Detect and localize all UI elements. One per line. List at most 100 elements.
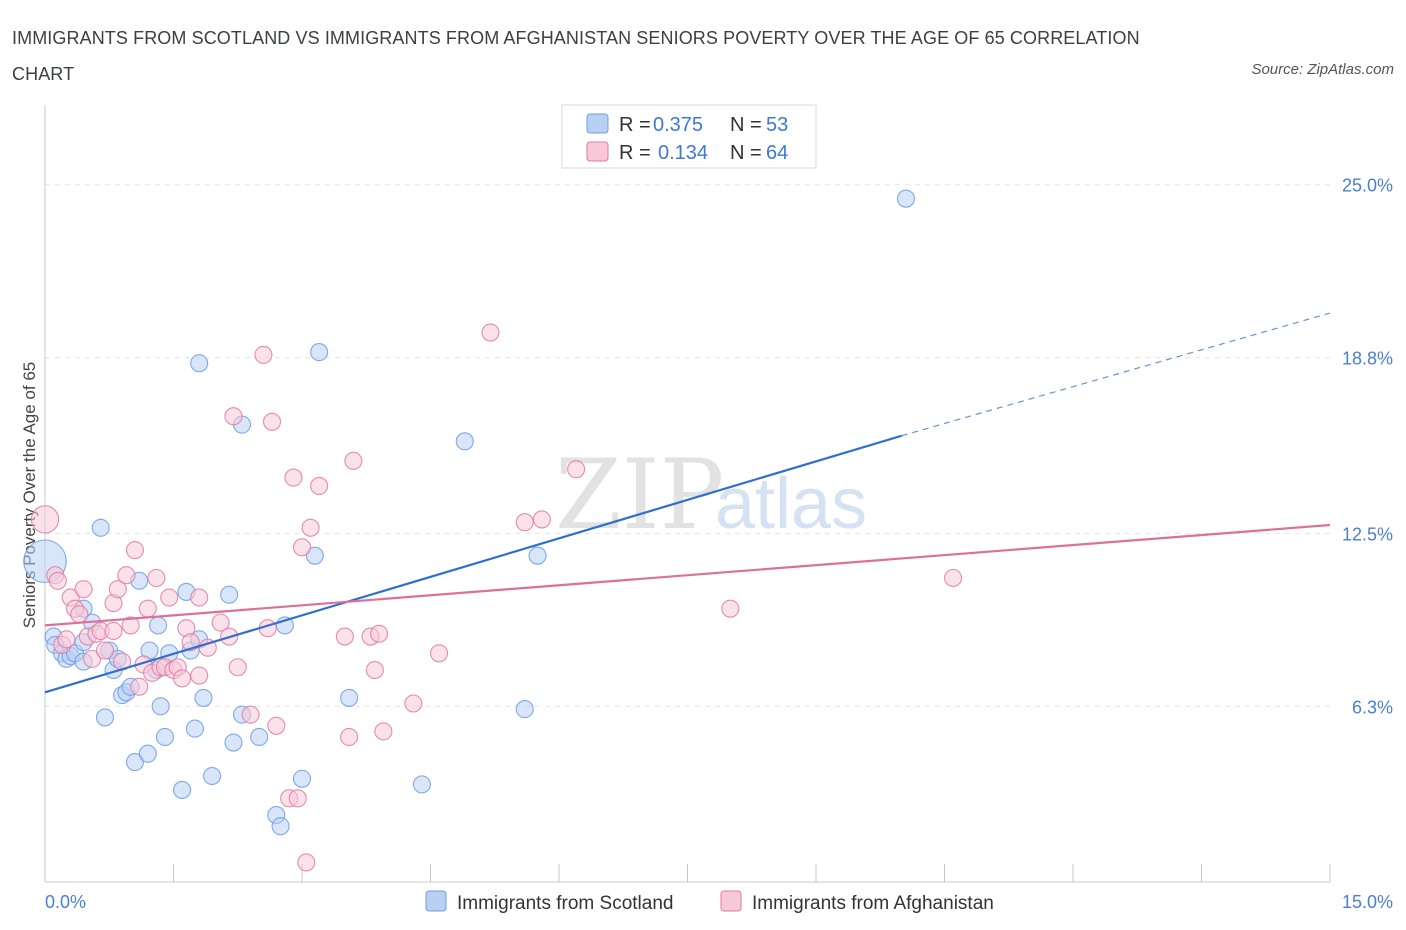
data-point	[241, 705, 260, 724]
data-point	[121, 616, 140, 635]
bottom-legend-swatch-afghanistan	[720, 890, 742, 912]
data-point	[138, 744, 157, 763]
data-point	[173, 780, 192, 800]
y-tick-label: 25.0%	[1342, 176, 1393, 196]
data-point	[125, 753, 144, 772]
watermark-atlas: atlas	[715, 464, 867, 544]
data-point	[310, 476, 329, 495]
data-point	[896, 189, 916, 208]
data-point	[48, 571, 67, 590]
data-point	[117, 566, 136, 585]
data-point	[185, 719, 204, 738]
legend-r-value-afghanistan: 0.134	[658, 142, 708, 164]
x-axis-tick-labels: 0.0% 15.0%	[45, 892, 1393, 912]
legend-r-label-2: R =	[619, 142, 651, 164]
bottom-legend-label-scotland: Immigrants from Scotland	[457, 893, 673, 914]
data-point	[190, 588, 209, 607]
scatter-points	[23, 189, 963, 872]
y-axis-label: Seniors Poverty Over the Age of 65	[20, 362, 39, 628]
y-tick-label: 12.5%	[1342, 524, 1393, 544]
data-point	[198, 638, 217, 657]
data-point	[365, 660, 384, 680]
data-point	[370, 624, 389, 643]
bottom-legend-label-afghanistan: Immigrants from Afghanistan	[752, 893, 994, 914]
chart-title: IMMIGRANTS FROM SCOTLAND VS IMMIGRANTS F…	[12, 28, 1140, 84]
data-point	[344, 451, 363, 470]
watermark: ZIP atlas	[555, 439, 867, 551]
legend-n-label-1: N =	[730, 114, 762, 136]
data-point	[404, 694, 423, 713]
data-point	[254, 345, 273, 364]
data-point	[83, 649, 102, 668]
data-point	[130, 677, 149, 696]
data-point	[515, 700, 534, 719]
watermark-zip: ZIP	[555, 439, 724, 551]
data-point	[271, 817, 290, 836]
data-point	[138, 599, 157, 618]
data-point	[104, 621, 123, 641]
data-point	[284, 468, 303, 487]
data-point	[250, 727, 269, 747]
data-point	[412, 775, 431, 794]
data-point	[155, 727, 174, 747]
data-point	[211, 613, 230, 632]
data-point	[70, 605, 89, 624]
data-point	[160, 588, 179, 607]
data-point	[297, 853, 316, 872]
data-point	[190, 666, 209, 685]
trend-lines	[44, 312, 1331, 694]
data-point	[481, 323, 500, 342]
data-point	[194, 688, 213, 707]
axes	[44, 105, 1331, 883]
data-point	[267, 716, 286, 735]
data-point	[224, 733, 243, 752]
y-tick-label: 6.3%	[1352, 697, 1393, 717]
stats-legend: R = 0.375 N = 53 R = 0.134 N = 64	[561, 104, 817, 169]
data-point	[944, 568, 963, 588]
data-point	[532, 510, 551, 529]
legend-r-label-1: R =	[619, 114, 651, 136]
data-point	[30, 505, 60, 534]
data-point	[310, 343, 329, 362]
data-point	[173, 669, 192, 688]
data-point	[430, 644, 449, 663]
data-point	[301, 518, 320, 537]
data-point	[228, 658, 247, 677]
legend-n-value-afghanistan: 64	[766, 142, 788, 164]
series-legend: Immigrants from Scotland Immigrants from…	[425, 890, 994, 914]
data-point	[149, 616, 168, 635]
data-point	[567, 460, 586, 479]
data-point	[528, 546, 547, 565]
legend-n-label-2: N =	[730, 142, 762, 164]
data-point	[190, 354, 209, 373]
trend-line-extension-scotland	[901, 312, 1331, 437]
bottom-legend-swatch-scotland	[425, 890, 447, 912]
data-point	[74, 580, 93, 599]
data-point	[288, 789, 307, 808]
data-point	[91, 518, 110, 537]
data-point	[335, 627, 354, 646]
legend-r-value-scotland: 0.375	[653, 114, 703, 136]
data-point	[305, 546, 324, 565]
data-point	[203, 766, 222, 786]
gridlines	[45, 184, 1330, 707]
x-tick-label-min: 0.0%	[45, 892, 86, 912]
data-point	[95, 641, 115, 660]
data-point	[721, 599, 740, 618]
data-point	[374, 722, 393, 741]
data-point	[262, 412, 282, 431]
trend-line-afghanistan	[44, 523, 1331, 627]
data-point	[340, 688, 359, 707]
data-point	[292, 769, 312, 788]
data-point	[57, 630, 76, 649]
data-point	[125, 541, 144, 560]
data-point	[455, 432, 474, 451]
data-point	[151, 697, 170, 716]
y-tick-label: 18.8%	[1342, 349, 1393, 369]
x-tick-label-max: 15.0%	[1342, 892, 1393, 912]
data-point	[95, 708, 115, 727]
legend-swatch-afghanistan	[586, 141, 609, 162]
data-point	[224, 407, 243, 426]
legend-n-value-scotland: 53	[766, 114, 788, 136]
